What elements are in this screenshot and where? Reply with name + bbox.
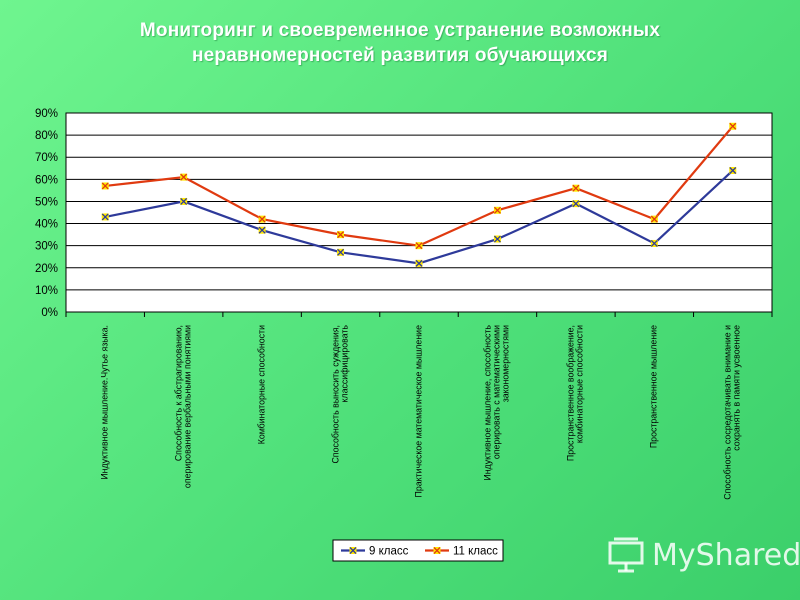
y-tick-label: 30% bbox=[35, 241, 58, 253]
watermark: MyShared bbox=[606, 533, 800, 577]
data-point-marker bbox=[337, 248, 345, 256]
slide-title: Мониторинг и своевременное устранение во… bbox=[40, 18, 760, 68]
data-point-marker bbox=[180, 197, 188, 205]
data-point-marker bbox=[729, 167, 737, 174]
data-point-marker bbox=[101, 213, 109, 221]
data-point-marker bbox=[572, 184, 580, 192]
presentation-icon bbox=[608, 537, 644, 573]
category-label: Практическое математическое мышление bbox=[413, 325, 423, 498]
legend-marker-cross bbox=[349, 547, 357, 554]
data-point-marker bbox=[572, 200, 580, 208]
plot-area bbox=[66, 113, 772, 312]
title-line-2: неравномерностей развития обучающихся bbox=[191, 45, 609, 66]
category-label: Способность к абстрагированию, оперирован… bbox=[173, 325, 192, 488]
category-label-line: Способность сосредотачивать внимание и bbox=[723, 325, 733, 500]
y-tick-label: 10% bbox=[35, 285, 58, 297]
plot-border bbox=[65, 112, 773, 313]
y-tick-label: 0% bbox=[41, 307, 58, 319]
category-label-line: Комбинаторные способности bbox=[256, 325, 266, 444]
data-point-marker bbox=[180, 173, 188, 181]
data-point-marker bbox=[729, 122, 737, 130]
data-point-marker bbox=[258, 226, 266, 234]
y-tick-label: 50% bbox=[35, 196, 58, 208]
data-point-marker bbox=[101, 182, 109, 190]
category-label-line: закономерностями bbox=[501, 325, 511, 402]
category-label-line: Практическое математическое мышление bbox=[413, 325, 423, 498]
y-tick-label: 70% bbox=[35, 152, 58, 164]
data-point-marker bbox=[337, 231, 345, 239]
category-label-line: Пространственное воображение, bbox=[566, 325, 576, 461]
category-label-line: сохранять в памяти усвоенное bbox=[732, 325, 742, 451]
y-tick-label: 20% bbox=[35, 263, 58, 275]
y-tick-label: 80% bbox=[35, 130, 58, 142]
y-tick-label: 60% bbox=[35, 174, 58, 186]
category-label: Способность сосредотачивать внимание и со… bbox=[723, 325, 742, 500]
category-label: Способность выносить суждения, классифици… bbox=[330, 325, 349, 464]
category-label-line: оперировать с математическими bbox=[492, 325, 502, 459]
data-point-marker bbox=[493, 235, 501, 243]
category-label: Индуктивное мышление.Чутье языка. bbox=[99, 325, 109, 480]
legend-label: 9 класс bbox=[369, 546, 409, 558]
data-point-marker bbox=[258, 215, 266, 223]
data-point-marker bbox=[650, 215, 658, 223]
y-tick-label: 40% bbox=[35, 219, 58, 231]
category-label-line: Индуктивное мышление, способность bbox=[483, 325, 493, 481]
legend-marker-cross bbox=[433, 547, 441, 554]
watermark-text: MyShared bbox=[652, 537, 800, 573]
data-point-marker bbox=[415, 259, 423, 267]
y-tick-label: 90% bbox=[35, 108, 58, 120]
category-label: Индуктивное мышление, способность опериро… bbox=[483, 325, 511, 481]
category-label-line: Способность к абстрагированию, bbox=[173, 325, 183, 461]
legend-box bbox=[332, 539, 504, 562]
data-point-marker bbox=[415, 242, 423, 250]
category-label-line: комбинаторные способности bbox=[575, 325, 585, 443]
category-label: Пространственное воображение, комбинаторн… bbox=[566, 325, 585, 461]
category-label-line: классифицировать bbox=[339, 325, 349, 403]
data-point-marker bbox=[650, 239, 658, 247]
title-line-1: Мониторинг и своевременное устранение во… bbox=[139, 20, 661, 41]
legend-label: 11 класс bbox=[453, 546, 498, 558]
category-label: Комбинаторные способности bbox=[256, 325, 266, 444]
category-label-line: Способность выносить суждения, bbox=[330, 325, 340, 464]
data-point-marker bbox=[493, 206, 501, 214]
category-label: Пространственное мышление bbox=[649, 325, 659, 448]
category-label-line: оперирование вербальными понятиями bbox=[182, 325, 192, 488]
category-label-line: Пространственное мышление bbox=[649, 325, 659, 448]
category-label-line: Индуктивное мышление.Чутье языка. bbox=[99, 325, 109, 480]
